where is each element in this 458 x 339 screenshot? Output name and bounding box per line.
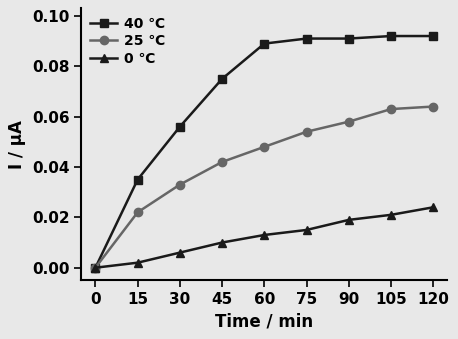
25 ℃ <box>219 160 225 164</box>
0 ℃ <box>262 233 267 237</box>
40 ℃ <box>388 34 394 38</box>
0 ℃ <box>135 261 141 265</box>
0 ℃ <box>431 205 436 209</box>
40 ℃ <box>431 34 436 38</box>
40 ℃ <box>219 77 225 81</box>
X-axis label: Time / min: Time / min <box>215 313 313 331</box>
40 ℃ <box>93 266 98 270</box>
40 ℃ <box>304 37 309 41</box>
Line: 40 ℃: 40 ℃ <box>91 32 437 272</box>
40 ℃ <box>177 125 183 129</box>
Legend: 40 ℃, 25 ℃, 0 ℃: 40 ℃, 25 ℃, 0 ℃ <box>86 13 169 70</box>
40 ℃ <box>262 42 267 46</box>
25 ℃ <box>346 120 352 124</box>
25 ℃ <box>304 130 309 134</box>
Line: 25 ℃: 25 ℃ <box>91 102 437 272</box>
0 ℃ <box>388 213 394 217</box>
25 ℃ <box>135 210 141 214</box>
25 ℃ <box>177 183 183 187</box>
Line: 0 ℃: 0 ℃ <box>91 203 437 272</box>
0 ℃ <box>304 228 309 232</box>
25 ℃ <box>388 107 394 111</box>
0 ℃ <box>177 251 183 255</box>
0 ℃ <box>93 266 98 270</box>
0 ℃ <box>219 240 225 244</box>
25 ℃ <box>431 104 436 108</box>
40 ℃ <box>135 178 141 182</box>
Y-axis label: I / μA: I / μA <box>8 120 26 169</box>
0 ℃ <box>346 218 352 222</box>
40 ℃ <box>346 37 352 41</box>
25 ℃ <box>93 266 98 270</box>
25 ℃ <box>262 145 267 149</box>
